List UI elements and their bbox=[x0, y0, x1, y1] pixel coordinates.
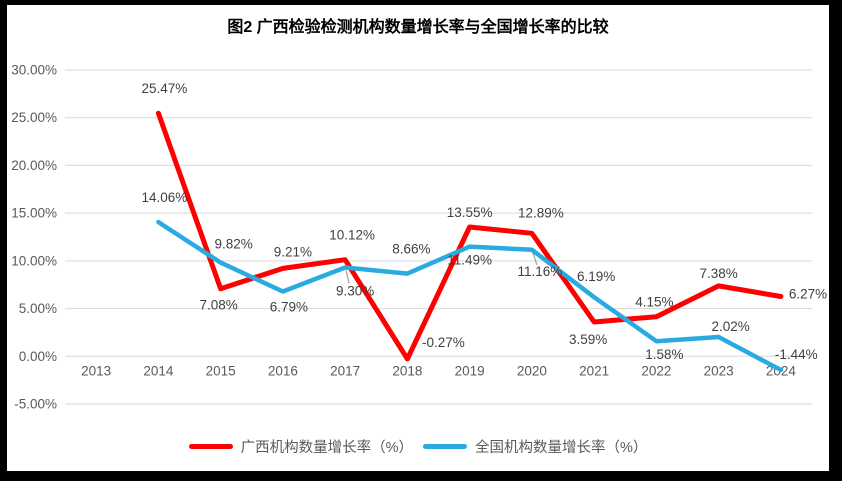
data-label: 10.12% bbox=[329, 228, 375, 243]
data-label: -1.44% bbox=[775, 347, 818, 362]
series-line-guangxi bbox=[155, 110, 784, 362]
data-label: 6.79% bbox=[270, 300, 308, 315]
x-tick-label: 2020 bbox=[517, 363, 547, 378]
x-tick-label: 2019 bbox=[455, 363, 485, 378]
data-label: 3.59% bbox=[569, 332, 607, 347]
chart-title: 图2 广西检验检测机构数量增长率与全国增长率的比较 bbox=[227, 19, 609, 36]
x-tick-label: 2017 bbox=[330, 363, 360, 378]
chart-background: 图2 广西检验检测机构数量增长率与全国增长率的比较 30.00% 25.00% 20… bbox=[7, 5, 829, 471]
data-label: 9.21% bbox=[274, 244, 312, 259]
data-label: 6.19% bbox=[577, 269, 615, 284]
x-tick-label: 2021 bbox=[579, 363, 609, 378]
y-tick-label: -5.00% bbox=[14, 397, 57, 412]
legend-item-national: 全国机构数量增长率（%） bbox=[423, 436, 647, 457]
data-label: 1.58% bbox=[645, 347, 683, 362]
data-label: 11.16% bbox=[518, 264, 563, 279]
data-label: 9.82% bbox=[214, 237, 252, 252]
data-label: 7.38% bbox=[699, 266, 737, 281]
y-tick-label: 10.00% bbox=[11, 253, 57, 268]
y-tick-label: 25.00% bbox=[11, 110, 57, 125]
x-tick-label: 2013 bbox=[81, 363, 111, 378]
data-label: 6.27% bbox=[789, 287, 827, 302]
data-label: 25.47% bbox=[142, 81, 188, 96]
x-tick-label: 2015 bbox=[206, 363, 236, 378]
x-tick-label: 2018 bbox=[392, 363, 422, 378]
data-label: 14.06% bbox=[142, 190, 188, 205]
label-leader-line bbox=[532, 252, 538, 266]
plot-wrap: 30.00% 25.00% 20.00% 15.00% 10.00% 5.00% 0.00%… bbox=[7, 45, 829, 415]
y-tick-label: 5.00% bbox=[19, 301, 57, 316]
plot-area: 30.00% 25.00% 20.00% 15.00% 10.00% 5.00% 0.00%… bbox=[11, 63, 827, 412]
legend: 广西机构数量增长率（%） 全国机构数量增长率（%） bbox=[7, 433, 829, 459]
data-label: 4.15% bbox=[635, 295, 673, 310]
x-tick-label: 2016 bbox=[268, 363, 298, 378]
legend-swatch-guangxi-line bbox=[188, 443, 233, 449]
data-label: 8.66% bbox=[392, 242, 430, 257]
data-label: 7.08% bbox=[199, 298, 237, 313]
legend-swatch-national-line bbox=[423, 443, 467, 449]
y-tick-label: 15.00% bbox=[11, 206, 57, 221]
y-tick-label: 20.00% bbox=[11, 158, 57, 173]
series-line-national bbox=[156, 219, 784, 373]
legend-label-national: 全国机构数量增长率（%） bbox=[475, 439, 648, 456]
legend-item-guangxi: 广西机构数量增长率（%） bbox=[188, 436, 413, 457]
x-tick-label: 2022 bbox=[641, 363, 671, 378]
data-label: 2.02% bbox=[711, 319, 749, 334]
data-label: 9.30% bbox=[336, 284, 374, 299]
data-label: 12.89% bbox=[518, 205, 564, 220]
legend-label-guangxi: 广西机构数量增长率（%） bbox=[240, 439, 413, 456]
data-label: 11.49% bbox=[447, 253, 492, 268]
y-tick-label: 0.00% bbox=[19, 349, 57, 364]
y-tick-label: 30.00% bbox=[11, 63, 57, 78]
x-tick-label: 2023 bbox=[704, 363, 734, 378]
x-tick-label: 2014 bbox=[143, 363, 174, 378]
data-label: -0.27% bbox=[422, 335, 465, 350]
label-leader-line bbox=[345, 270, 350, 284]
data-label: 13.55% bbox=[447, 205, 493, 220]
